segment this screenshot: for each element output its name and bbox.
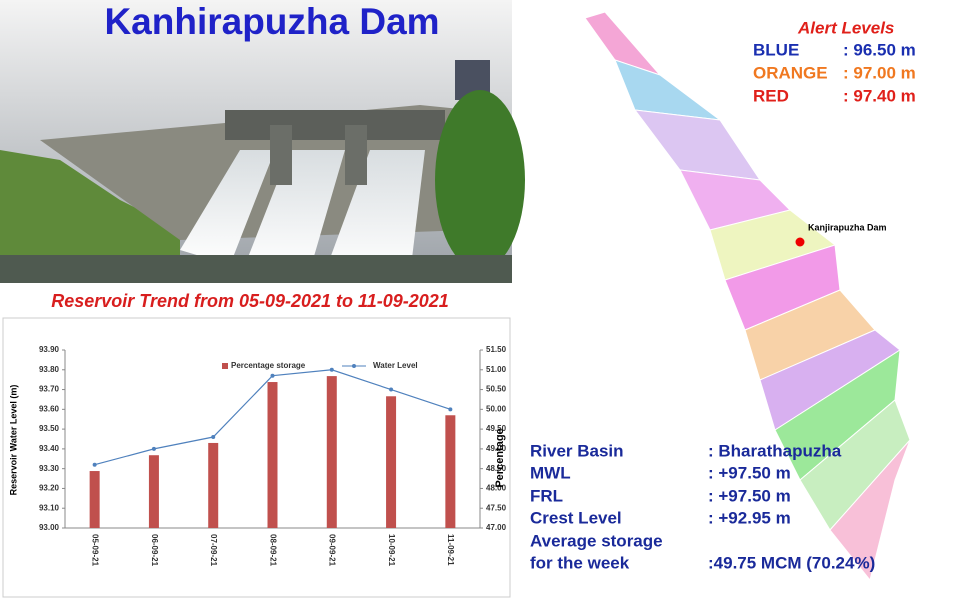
y-tick-label: 93.30 [39, 464, 60, 473]
y-tick-label: 93.00 [39, 523, 60, 532]
y2-tick-label: 50.50 [486, 385, 507, 394]
info-value: : +97.50 m [708, 486, 791, 505]
y-tick-label: 93.80 [39, 365, 60, 374]
y-tick-label: 93.10 [39, 503, 60, 512]
bar [148, 455, 159, 528]
chart-frame [2, 317, 511, 598]
y2-tick-label: 51.00 [486, 365, 507, 374]
info-label: MWL [530, 463, 571, 482]
x-tick-label: 06-09-21 [150, 534, 159, 567]
y2-tick-label: 51.50 [486, 345, 507, 354]
line-marker [211, 435, 216, 440]
y-tick-label: 93.20 [39, 484, 60, 493]
line-marker [151, 446, 156, 451]
kerala-map [584, 11, 911, 582]
chart: 93.00 93.10 93.20 93.30 93.40 93.50 93.60 93.70… [39, 345, 507, 566]
alert-name: RED [753, 86, 789, 105]
info-label: Average storage [530, 531, 663, 550]
info-label: for the week [530, 553, 630, 572]
line-marker [389, 387, 394, 392]
info-label: Crest Level [530, 508, 622, 527]
y-axis-label: Reservoir Water Level (m) [8, 385, 18, 496]
bar [89, 471, 100, 528]
alert-name: BLUE [753, 40, 799, 59]
title: Kanhirapuzha Dam [104, 1, 439, 42]
legend-swatch [352, 364, 356, 368]
bar [267, 382, 278, 528]
y2-axis-label: Percentage [494, 428, 506, 487]
y2-tick-label: 48.00 [486, 484, 507, 493]
line-marker [270, 373, 275, 378]
legend-label: Percentage storage [231, 361, 306, 370]
y-tick-label: 93.40 [39, 444, 60, 453]
alert-value: : 97.00 m [843, 63, 916, 82]
info-value: :49.75 MCM (70.24%) [708, 553, 875, 572]
y-tick-label: 93.60 [39, 404, 60, 413]
info-value: : +92.95 m [708, 508, 791, 527]
alert-value: : 97.40 m [843, 86, 916, 105]
alert-name: ORANGE [753, 63, 828, 82]
legend-swatch [222, 363, 228, 369]
info-label: River Basin [530, 441, 624, 460]
y2-tick-label: 48.50 [486, 464, 507, 473]
x-tick-label: 11-09-21 [446, 534, 455, 566]
bar [326, 376, 337, 528]
y-tick-label: 93.90 [39, 345, 60, 354]
legend-label: Water Level [373, 361, 418, 370]
alert-value: : 96.50 m [843, 40, 916, 59]
y2-tick-label: 49.50 [486, 424, 507, 433]
info-value: : +97.50 m [708, 463, 791, 482]
y2-tick-label: 49.00 [486, 444, 507, 453]
bar [386, 396, 397, 528]
line-marker [448, 407, 453, 412]
alert-heading: Alert Levels [797, 18, 894, 37]
x-tick-label: 07-09-21 [209, 534, 218, 567]
bar [208, 442, 219, 528]
y2-tick-label: 50.00 [486, 404, 507, 413]
x-tick-label: 09-09-21 [328, 534, 337, 567]
dam-photo [0, 0, 525, 283]
y-tick-label: 93.50 [39, 424, 60, 433]
dam-marker [795, 237, 805, 247]
district [829, 439, 911, 582]
info-label: FRL [530, 486, 563, 505]
x-tick-label: 05-09-21 [91, 534, 100, 567]
subtitle: Reservoir Trend from 05-09-2021 to 11-09… [51, 291, 449, 311]
bar [445, 415, 456, 528]
x-tick-label: 10-09-21 [387, 534, 396, 567]
y2-tick-label: 47.50 [486, 503, 507, 512]
map-label: Kanjirapuzha Dam [808, 222, 887, 232]
district [614, 59, 722, 121]
y-tick-label: 93.70 [39, 385, 60, 394]
line-marker [92, 462, 97, 467]
district [633, 109, 762, 181]
line-marker [329, 367, 334, 372]
x-tick-label: 08-09-21 [268, 534, 277, 567]
info-value: : Bharathapuzha [708, 441, 842, 460]
y2-tick-label: 47.00 [486, 523, 507, 532]
